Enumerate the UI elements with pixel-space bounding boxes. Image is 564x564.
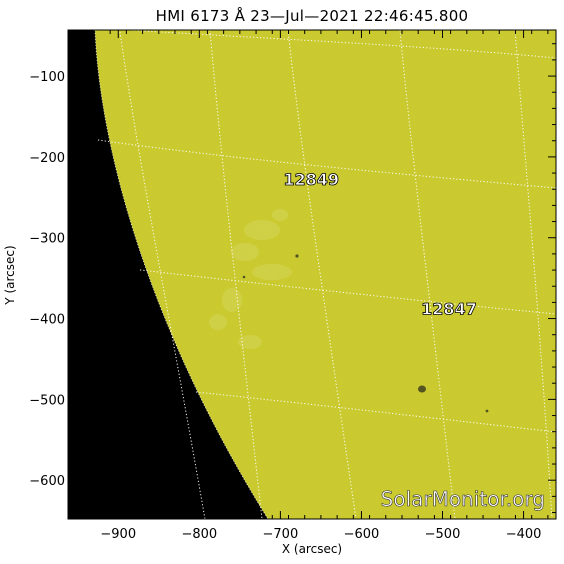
- heliographic-grid: [97, 30, 556, 519]
- watermark: SolarMonitor.org: [381, 487, 545, 511]
- x-tick-label: −400: [506, 527, 542, 542]
- y-tick-label: −100: [29, 70, 65, 85]
- disk-texture: [95, 30, 556, 519]
- grid-latitude-line: [139, 269, 556, 315]
- x-tick-label: −600: [344, 527, 380, 542]
- y-tick-label: −300: [29, 232, 65, 247]
- plot-frame: [67, 29, 557, 520]
- x-tick-label: −700: [263, 527, 299, 542]
- grid-longitude-line: [399, 30, 456, 519]
- grid-latitude-line: [195, 391, 556, 433]
- x-axis-label: X (arcsec): [282, 542, 342, 556]
- sunspot: [418, 385, 426, 393]
- y-tick-label: −500: [29, 393, 65, 408]
- active-region-label: 12849: [283, 170, 339, 189]
- x-tick-label: −900: [100, 527, 136, 542]
- y-axis: −100 −200 −300 −400 −500 −600: [29, 43, 556, 514]
- active-region-label: 12847: [421, 300, 477, 319]
- y-tick-label: −600: [29, 474, 65, 489]
- sunspot: [295, 254, 299, 258]
- faculae: [209, 209, 292, 349]
- grid-latitude-line: [119, 30, 556, 59]
- plot-title: HMI 6173 Å 23—Jul—2021 22:46:45.800: [156, 6, 469, 25]
- y-tick-label: −400: [29, 313, 65, 328]
- y-axis-label: Y (arcsec): [3, 245, 17, 305]
- sunspot: [242, 275, 246, 279]
- y-tick-label: −200: [29, 151, 65, 166]
- x-tick-label: −800: [181, 527, 217, 542]
- x-axis: −900 −800 −700 −600 −500 −400: [77, 30, 549, 542]
- sunspot: [485, 409, 489, 413]
- sunspots: [242, 254, 489, 413]
- x-tick-label: −500: [425, 527, 461, 542]
